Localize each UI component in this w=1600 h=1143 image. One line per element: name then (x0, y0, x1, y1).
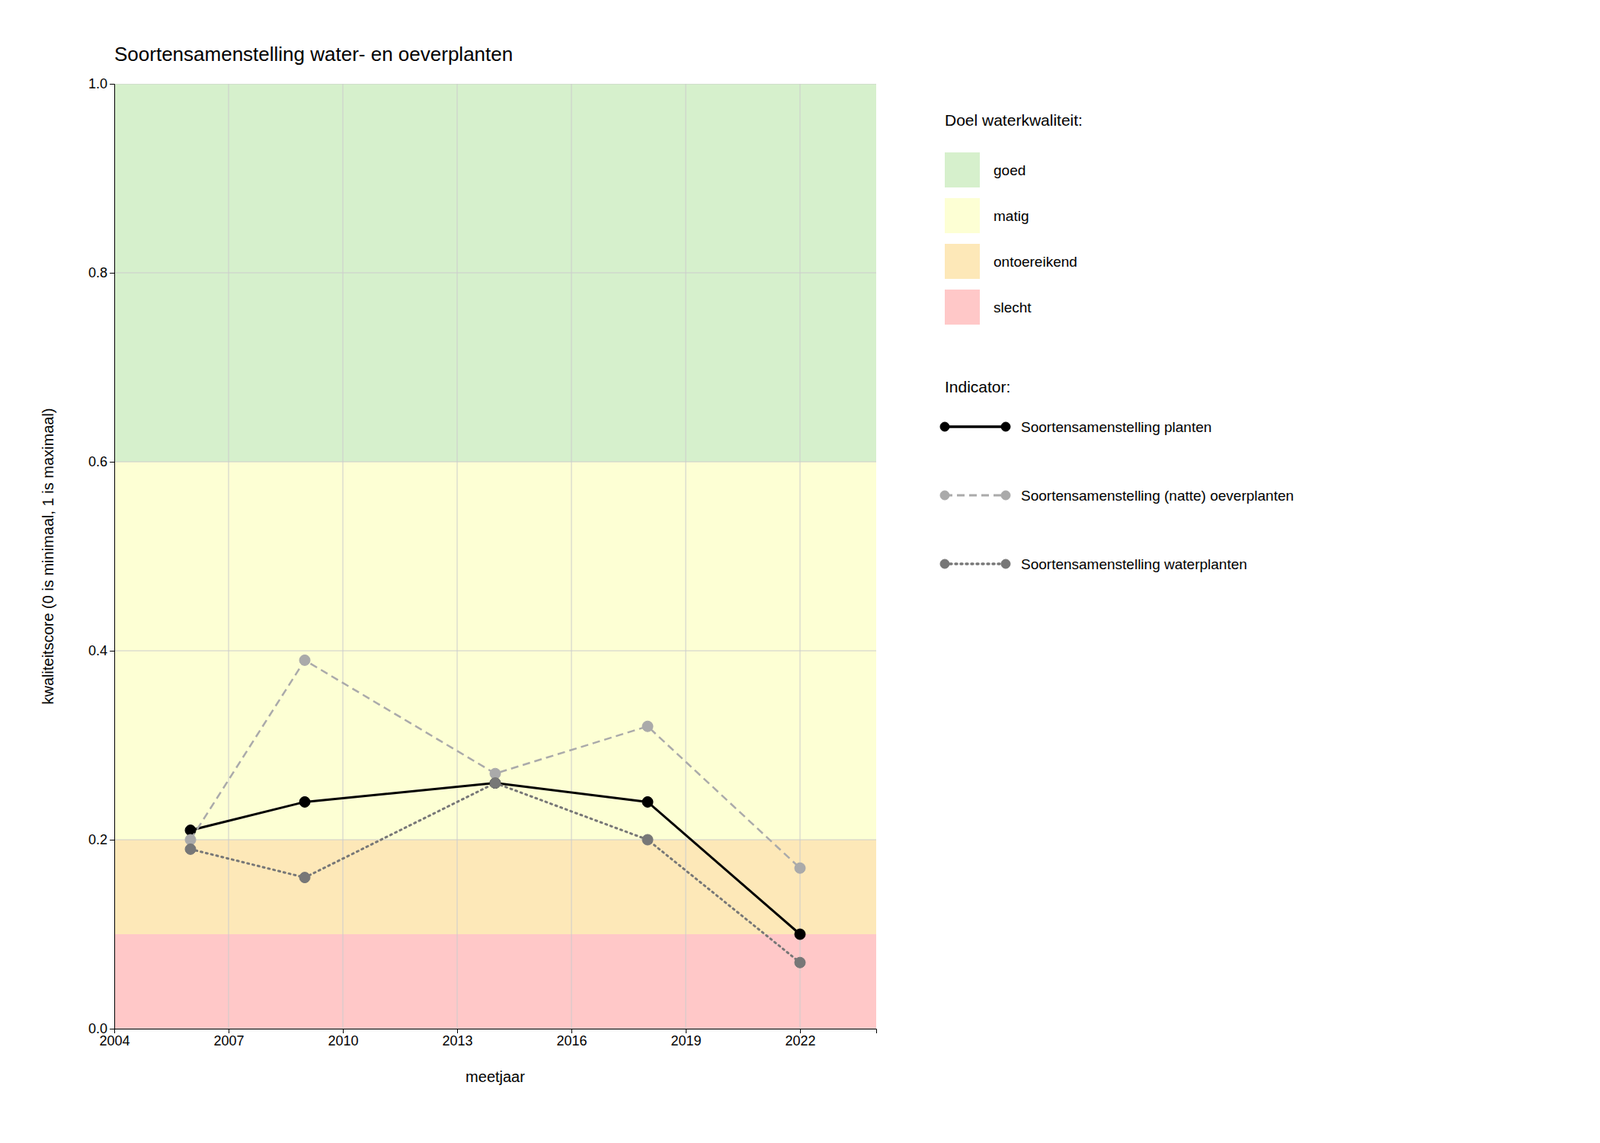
tick-label: 0.8 (88, 265, 108, 281)
tick: 2022 (784, 1028, 816, 1049)
legend-swatch (944, 289, 980, 325)
tick: 0.4 (88, 643, 115, 659)
tick-label: 2013 (441, 1033, 473, 1049)
tick-mark (109, 1028, 115, 1030)
tick-mark (109, 272, 115, 274)
tick: 0.0 (88, 1020, 115, 1037)
legend-label: matig (993, 208, 1029, 224)
series-line (190, 783, 800, 935)
point (489, 777, 501, 789)
legend-swatch (944, 198, 980, 234)
y-axis: 0.0 0.2 0.4 0.6 0.8 1.0 (88, 76, 116, 1037)
legend-marker (1001, 490, 1011, 500)
axis-line (109, 84, 116, 1030)
tick: 2010 (327, 1028, 359, 1049)
tick-label: 1.0 (88, 76, 108, 92)
legend-label: slecht (993, 299, 1032, 316)
legend-title: Doel waterkwaliteit: (944, 111, 1083, 129)
tick-label: 2019 (670, 1033, 701, 1049)
chart-title: Soortensamenstelling water- en oeverplan… (114, 42, 513, 66)
legend-label: goed (993, 162, 1026, 179)
y-axis-title: kwaliteitscore (0 is minimaal, 1 is maxi… (39, 408, 57, 705)
chart-container: 20042007201020132016201920220.00.20.40.6… (0, 0, 1600, 1143)
tick: 0.8 (88, 265, 115, 281)
series-line (190, 659, 800, 868)
grid-line (571, 83, 573, 1029)
point (794, 956, 806, 968)
legend-marker (940, 422, 950, 432)
legend-item: Soortensamenstelling (natte) oeverplante… (940, 487, 1294, 504)
marks (114, 83, 877, 1029)
legend-swatch (944, 243, 980, 279)
tick-label: 0.2 (88, 832, 108, 848)
point (299, 796, 311, 807)
legend-marker (940, 559, 950, 569)
tick: 0.2 (88, 832, 115, 848)
legend-marker (1001, 422, 1011, 432)
tick: 2019 (670, 1028, 701, 1049)
legend: Doel waterkwaliteit: goed matig ontoereiken… (940, 111, 1294, 572)
legend-label: Soortensamenstelling waterplanten (1020, 556, 1248, 573)
tick: 2007 (213, 1028, 244, 1049)
tick-label: 0.4 (88, 643, 108, 659)
point (299, 872, 311, 884)
tick-label: 0.6 (88, 454, 108, 470)
tick: 1.0 (88, 76, 115, 92)
tick-label: 2022 (784, 1033, 816, 1049)
grid-line (228, 83, 230, 1029)
legend-item: Soortensamenstelling waterplanten (940, 556, 1248, 573)
tick-label: 2010 (327, 1033, 359, 1049)
legend-title: Indicator: (944, 377, 1011, 396)
grid-line (800, 83, 801, 1029)
tick-mark (109, 461, 115, 463)
chart-svg: 20042007201020132016201920220.00.20.40.6… (0, 0, 1600, 1143)
point (185, 843, 196, 855)
legend-line (944, 425, 1006, 429)
series-line (190, 783, 800, 964)
grid-line (457, 83, 458, 1029)
grid-line (685, 83, 687, 1029)
point (642, 796, 653, 807)
point (299, 654, 311, 666)
tick: 0.6 (88, 454, 115, 470)
x-axis-title: meetjaar (465, 1068, 525, 1085)
point (489, 777, 501, 789)
point (794, 862, 806, 874)
plot: 20042007201020132016201920220.00.20.40.6… (39, 42, 877, 1085)
legend-item: Soortensamenstelling planten (940, 419, 1212, 436)
tick-mark (109, 650, 115, 652)
tick-mark (109, 83, 115, 85)
tick-label: 2016 (556, 1033, 587, 1049)
legend-swatch (944, 152, 980, 188)
point (642, 720, 653, 732)
legend-label: ontoereikend (993, 253, 1078, 270)
x-axis: 2004200720102013201620192022 (99, 1028, 877, 1049)
point (642, 834, 653, 845)
legend-label: Soortensamenstelling planten (1020, 419, 1212, 436)
tick: 2013 (441, 1028, 473, 1049)
grid (114, 83, 877, 1029)
legend-line (944, 494, 1006, 497)
tick-label: 2007 (213, 1033, 244, 1049)
tick-label: 0.0 (88, 1020, 108, 1037)
legend-marker (1001, 559, 1011, 569)
legend-marker (940, 490, 950, 500)
tick-mark (109, 839, 115, 841)
legend-line (944, 562, 1006, 566)
tick: 2016 (556, 1028, 587, 1049)
grid-line (342, 83, 344, 1029)
legend-label: Soortensamenstelling (natte) oeverplante… (1020, 487, 1294, 504)
point (794, 928, 806, 940)
